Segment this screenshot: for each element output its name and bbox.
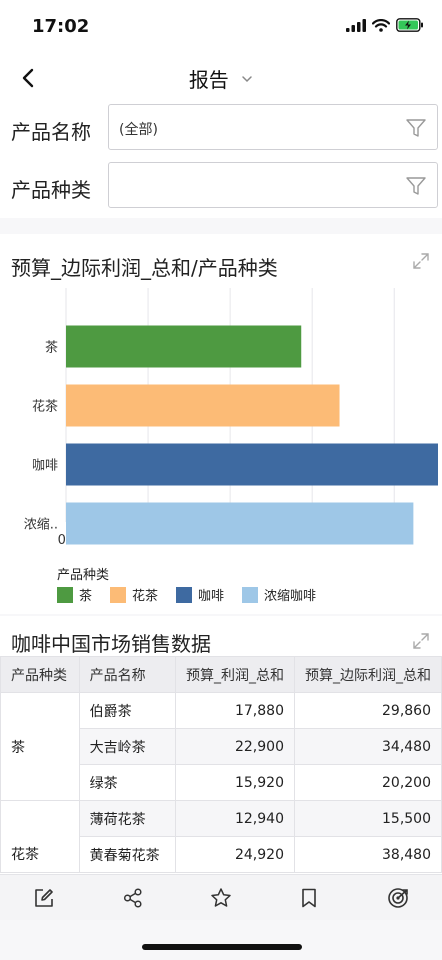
bar[interactable]: [66, 443, 438, 486]
filter-icon: [406, 119, 426, 137]
legend-item[interactable]: 花茶: [110, 585, 158, 604]
expand-icon[interactable]: [412, 252, 430, 270]
filter-label: 产品名称: [11, 120, 91, 144]
status-icons: [346, 18, 424, 32]
profit-cell: 17,880: [174, 692, 295, 729]
table-row[interactable]: 绿茶 15,920 20,200: [1, 764, 442, 801]
margin-cell: 34,480: [293, 728, 442, 765]
sales-table: 产品种类 产品名称 预算_利润_总和 预算_边际利润_总和 茶 伯爵茶 17,8…: [0, 656, 442, 873]
margin-cell: 20,200: [293, 764, 442, 801]
profit-cell: 24,920: [174, 836, 295, 873]
product-name-cell: 伯爵茶: [78, 692, 176, 729]
legend-item[interactable]: 茶: [57, 585, 92, 604]
battery-charging-icon: [396, 18, 423, 32]
wifi-icon: [372, 18, 390, 32]
filter-label: 产品种类: [11, 178, 91, 202]
column-header[interactable]: 预算_利润_总和: [174, 656, 295, 693]
cellular-signal-icon: [346, 18, 366, 32]
profit-cell: 12,940: [174, 800, 295, 837]
column-header[interactable]: 产品种类: [0, 656, 80, 693]
table-card: 咖啡中国市场销售数据 产品种类 产品名称 预算_利润_总和 预算_边际利润_总和…: [0, 616, 442, 874]
table-title: 咖啡中国市场销售数据: [11, 632, 211, 656]
bar[interactable]: [66, 502, 414, 545]
product-name-cell: 大吉岭茶: [78, 728, 176, 765]
report-title-dropdown[interactable]: 报告: [0, 64, 442, 93]
column-header[interactable]: 产品名称: [78, 656, 176, 693]
table-row[interactable]: 黄春菊花茶 24,920 38,480: [1, 836, 442, 873]
chevron-left-icon: [22, 68, 34, 88]
legend-label: 花茶: [132, 589, 159, 604]
table-header-row: 产品种类 产品名称 预算_利润_总和 预算_边际利润_总和: [0, 656, 442, 693]
profit-cell: 15,920: [174, 764, 295, 801]
page-title: 报告: [188, 68, 229, 92]
filter-product-name: 产品名称 (全部): [0, 102, 442, 160]
share-button[interactable]: [115, 880, 151, 916]
margin-cell: 38,480: [293, 836, 442, 873]
table-row[interactable]: 茶 伯爵茶 17,880 29,860: [0, 692, 442, 801]
legend-swatch: [242, 586, 259, 603]
filter-product-category: 产品种类: [0, 160, 442, 218]
filter-value: (全部): [119, 122, 158, 138]
chart-card: 预算_边际利润_总和/产品种类 0K30K60K90K120K茶花茶咖啡浓缩..…: [0, 234, 442, 614]
column-header[interactable]: 预算_边际利润_总和: [293, 656, 442, 693]
category-cell: 花茶: [0, 800, 80, 873]
legend-label: 浓缩咖啡: [264, 589, 317, 604]
legend-swatch: [176, 586, 193, 603]
chevron-down-icon: [242, 75, 252, 82]
status-time: 17:02: [32, 16, 90, 37]
back-button[interactable]: [14, 64, 42, 92]
legend-swatch: [110, 586, 127, 603]
bar[interactable]: [66, 325, 302, 368]
chart-title: 预算_边际利润_总和/产品种类: [11, 256, 278, 280]
legend-label: 咖啡: [198, 589, 225, 604]
filter-icon: [406, 177, 426, 195]
table-row[interactable]: 大吉岭茶 22,900 34,480: [1, 728, 442, 765]
target-icon: [387, 887, 408, 908]
y-category-label: 咖啡: [32, 459, 58, 474]
filter-product-name-select[interactable]: (全部): [108, 104, 438, 150]
star-icon: [211, 887, 231, 907]
margin-cell: 29,860: [293, 692, 442, 729]
legend-item[interactable]: 咖啡: [176, 585, 224, 604]
edit-button[interactable]: [26, 880, 62, 916]
product-name-cell: 黄春菊花茶: [78, 836, 176, 873]
y-category-label: 茶: [45, 340, 58, 356]
legend-label: 茶: [79, 589, 93, 604]
share-icon: [123, 887, 142, 908]
margin-cell: 15,500: [293, 800, 442, 837]
category-cell: 茶: [0, 692, 80, 801]
profit-cell: 22,900: [174, 728, 295, 765]
status-bar: 17:02: [0, 0, 442, 54]
edit-icon: [35, 888, 53, 907]
favorite-button[interactable]: [203, 880, 239, 916]
nav-bar: 报告: [0, 54, 442, 102]
expand-icon[interactable]: [412, 632, 430, 650]
y-category-label: 花茶: [32, 399, 58, 415]
table-row[interactable]: 花茶 薄荷花茶 12,940 15,500: [0, 800, 442, 873]
subscribe-button[interactable]: [380, 880, 416, 916]
filter-product-category-select[interactable]: [108, 162, 438, 208]
legend-title: 产品种类: [57, 568, 110, 583]
product-name-cell: 薄荷花茶: [78, 800, 176, 837]
bar[interactable]: [66, 384, 340, 427]
legend-item[interactable]: 浓缩咖啡: [242, 585, 316, 604]
home-indicator: [142, 944, 302, 950]
legend-swatch: [57, 586, 73, 603]
bar-chart: 0K30K60K90K120K茶花茶咖啡浓缩..: [24, 288, 438, 548]
product-name-cell: 绿茶: [78, 764, 176, 801]
bookmark-icon: [302, 888, 317, 907]
y-category-label: 浓缩..: [24, 517, 58, 533]
bottom-toolbar: [0, 874, 442, 920]
bookmark-button[interactable]: [291, 880, 327, 916]
legend: 茶 花茶 咖啡 浓缩咖啡: [57, 585, 334, 604]
